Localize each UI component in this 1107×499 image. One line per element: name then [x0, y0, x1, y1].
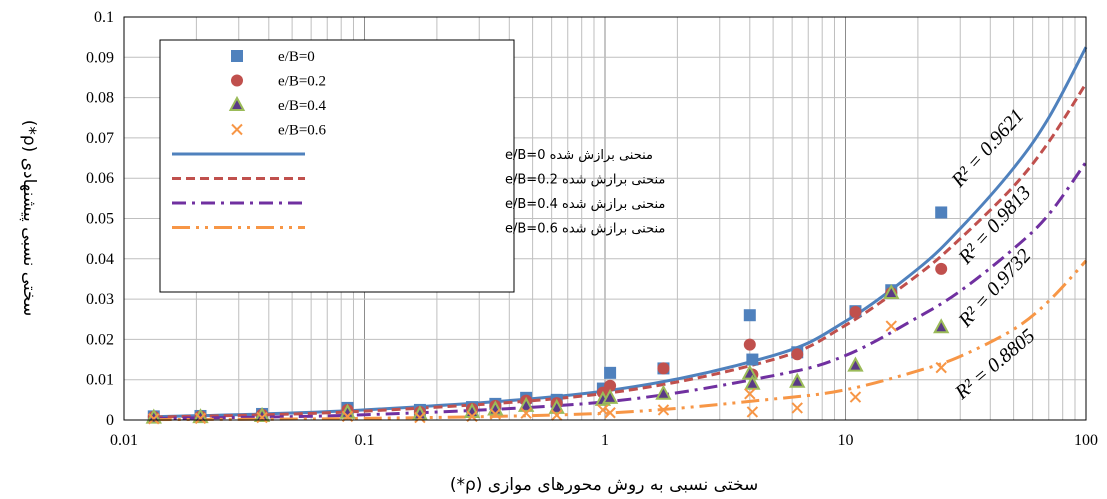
data-point-circle [791, 348, 804, 361]
data-point-square [231, 50, 243, 62]
data-point-triangle [847, 356, 864, 372]
data-point-circle [743, 338, 756, 351]
r2-label: R² = 0.9621 [947, 105, 1029, 192]
data-point-x [256, 411, 268, 424]
x-tick-label: 1 [601, 432, 609, 449]
data-point-triangle [883, 283, 900, 300]
fit-curve [153, 259, 1088, 422]
plot-area-border [123, 16, 1087, 421]
y-tick-label: 0.07 [86, 130, 114, 147]
data-point-x [849, 391, 862, 403]
data-point-circle [935, 262, 948, 275]
x-tick-label: 0.01 [110, 432, 138, 449]
legend-label: منحنی برازش شده e/B=0.6 [505, 222, 665, 237]
data-point-x [194, 412, 207, 425]
tick-labels: 0.01 0.1 1 10 100 0 0.01 0.02 0.03 0.04 0.05 0.06 0.… [86, 9, 1098, 449]
legend-label: منحنی برازش شده e/B=0.4 [505, 197, 665, 212]
y-tick-label: 0.01 [86, 372, 114, 389]
data-point-circle [231, 74, 243, 87]
data-point-circle [657, 362, 670, 375]
y-tick-label: 0.06 [86, 170, 114, 187]
data-point-x [148, 413, 160, 425]
data-point-circle [604, 379, 617, 392]
y-tick-label: 0.02 [86, 331, 114, 348]
data-point-x [744, 388, 756, 400]
data-point-x [520, 407, 532, 419]
data-point-circle [849, 305, 862, 318]
x-tick-label: 100 [1074, 432, 1098, 449]
data-point-triangle [789, 372, 806, 388]
data-point-x [489, 408, 502, 420]
y-tick-label: 0.08 [86, 90, 114, 107]
data-point-triangle [741, 364, 758, 380]
r2-label: R² = 0.8805 [950, 325, 1039, 405]
y-tick-label: 0.09 [86, 49, 114, 66]
data-point-x [597, 404, 609, 416]
y-tick-label: 0.04 [86, 251, 114, 268]
data-point-x [657, 404, 670, 416]
y-axis-title: سختی نسبی پیشنهادی (ρ*) [19, 120, 39, 317]
data-point-triangle [744, 374, 761, 390]
y-tick-label: 0.05 [86, 211, 114, 228]
data-point-triangle [548, 398, 565, 414]
legend-box [159, 39, 515, 293]
data-point-square [604, 366, 617, 379]
data-point-triangle [601, 388, 619, 404]
data-point-x [231, 123, 243, 136]
legend-label: منحنی برازش شده e/B=0 [505, 148, 653, 163]
data-point-x [746, 406, 759, 418]
legend-label: e/B=0.2 [278, 74, 326, 90]
data-point-x [791, 402, 803, 414]
data-points [145, 206, 950, 425]
legend-label: e/B=0.4 [278, 98, 327, 114]
data-point-triangle [655, 384, 672, 400]
y-tick-label: 0 [106, 412, 114, 429]
legend: e/B=0 e/B=0.2 e/B=0.4 e/B=0.6 منحنی برازش شد… [159, 39, 665, 293]
data-point-triangle [933, 318, 950, 334]
legend-label: منحنی برازش شده e/B=0.2 [505, 173, 665, 188]
y-tick-label: 0.1 [94, 9, 114, 26]
fit-curve [153, 82, 1088, 419]
data-point-square [746, 353, 759, 366]
data-point-x [935, 361, 947, 374]
fit-curves [153, 46, 1088, 422]
legend-label: e/B=0.6 [278, 123, 327, 139]
data-point-square [743, 309, 756, 322]
data-point-x [885, 320, 897, 332]
legend-label: e/B=0 [278, 49, 315, 65]
data-point-triangle [228, 95, 246, 111]
x-tick-label: 0.1 [355, 432, 375, 449]
legend-items: e/B=0 e/B=0.2 e/B=0.4 e/B=0.6 منحنی برازش شد… [172, 49, 665, 237]
data-point-square [935, 206, 948, 219]
data-point-x [551, 409, 563, 421]
x-tick-label: 10 [838, 432, 854, 449]
data-point-x [414, 411, 426, 424]
data-point-x [604, 407, 616, 419]
y-tick-label: 0.03 [86, 291, 114, 308]
x-axis-title: سختی نسبی به روش محورهای موازی (ρ*) [450, 475, 758, 495]
fit-curve [153, 161, 1088, 420]
data-point-triangle [517, 396, 535, 412]
